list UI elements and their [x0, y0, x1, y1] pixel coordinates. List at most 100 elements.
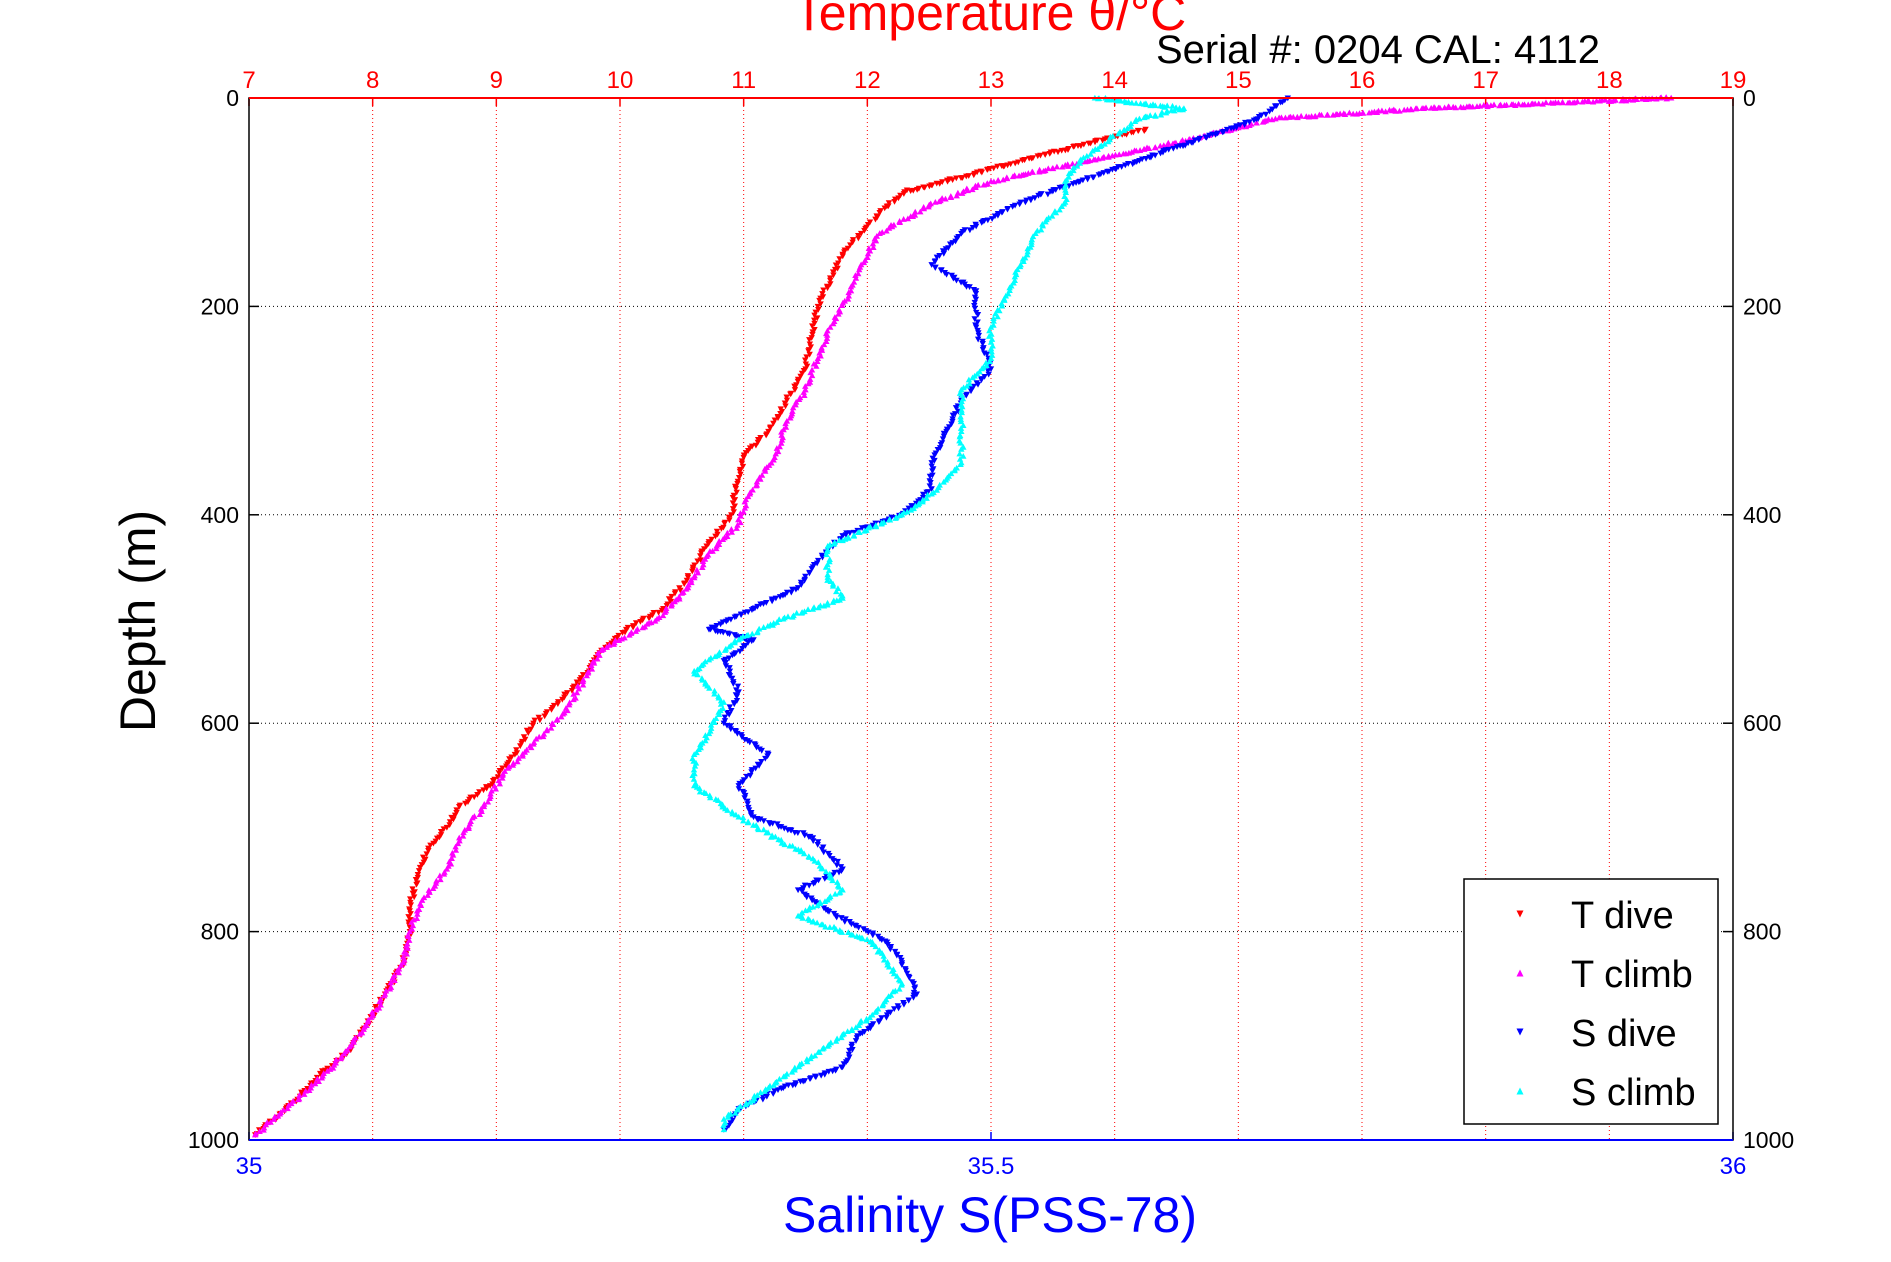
legend-label: S dive — [1571, 1013, 1677, 1055]
s-climb-mark — [1120, 127, 1127, 134]
t-climb-mark — [404, 945, 411, 951]
s-climb-point — [824, 542, 831, 549]
t-dive-mark — [1012, 160, 1019, 167]
s-dive-mark — [939, 436, 947, 443]
s-climb-mark — [753, 629, 761, 636]
s-climb-mark — [1024, 245, 1031, 252]
s-climb-point — [824, 574, 831, 580]
s-dive-mark — [741, 609, 749, 616]
temperature-tick-label: 15 — [1225, 67, 1252, 94]
s-dive-mark — [952, 238, 959, 245]
t-climb-mark — [395, 969, 402, 976]
s-climb-mark — [1107, 133, 1114, 140]
s-dive-mark — [1129, 161, 1136, 168]
s-dive-mark — [746, 739, 753, 746]
s-climb-mark — [957, 413, 964, 420]
t-dive-mark — [494, 774, 502, 781]
s-climb-mark — [844, 1028, 851, 1035]
s-dive-mark — [833, 862, 841, 869]
s-dive-mark — [937, 441, 945, 448]
s-climb-mark — [717, 700, 725, 707]
s-climb-mark — [1073, 162, 1081, 169]
s-dive-mark — [931, 259, 939, 265]
t-climb-mark — [356, 1030, 363, 1037]
t-dive-mark — [729, 506, 737, 512]
s-climb-mark — [804, 1058, 811, 1065]
t-climb-mark — [280, 1106, 287, 1113]
s-climb-mark — [829, 582, 837, 589]
t-climb-mark — [823, 335, 831, 341]
t-dive-mark — [689, 568, 696, 575]
s-dive-mark — [932, 265, 939, 271]
s-dive-mark — [825, 908, 833, 915]
depth-tick-label-right: 400 — [1743, 502, 1781, 528]
t-climb-mark — [528, 744, 535, 751]
s-climb-mark — [720, 1122, 727, 1128]
s-climb-mark — [732, 1109, 739, 1116]
t-climb-point — [480, 803, 488, 810]
s-dive-mark — [855, 924, 862, 931]
depth-tick-label-right: 200 — [1743, 293, 1781, 319]
s-dive-mark — [777, 824, 785, 830]
s-climb-mark — [831, 890, 839, 897]
s-climb-mark — [806, 854, 813, 860]
t-climb-mark — [1059, 163, 1066, 170]
t-climb-mark — [409, 922, 417, 929]
t-climb-mark — [341, 1050, 348, 1057]
t-dive-mark — [855, 235, 862, 242]
t-dive-mark — [464, 799, 472, 805]
t-dive-mark — [536, 717, 544, 724]
s-dive-point — [928, 486, 935, 492]
s-climb-mark — [707, 721, 715, 728]
s-climb-mark — [958, 392, 966, 398]
t-dive-point — [443, 824, 451, 831]
t-dive-mark — [718, 526, 725, 532]
t-climb-mark — [947, 194, 955, 201]
s-dive-mark — [952, 405, 960, 411]
s-dive-mark — [857, 1030, 864, 1037]
t-dive-mark — [541, 713, 548, 720]
s-climb-mark — [986, 358, 993, 365]
t-climb-point — [932, 199, 939, 205]
t-climb-mark — [753, 478, 761, 485]
s-dive-mark — [898, 962, 906, 968]
t-climb-mark — [1324, 111, 1331, 118]
s-dive-mark — [826, 852, 833, 859]
t-dive-mark — [1128, 129, 1135, 136]
temperature-tick-label: 16 — [1349, 67, 1376, 94]
s-dive-mark — [748, 607, 756, 613]
legend: T dive T climb S dive S climb — [1463, 878, 1719, 1125]
s-climb-mark — [702, 790, 710, 797]
s-dive-point — [928, 460, 935, 466]
s-climb-point — [780, 615, 787, 622]
s-dive-mark — [744, 639, 752, 646]
t-climb-mark — [969, 186, 976, 193]
data-marks — [251, 94, 1675, 1138]
t-climb-mark — [573, 689, 581, 696]
t-dive-mark — [405, 914, 412, 920]
s-dive-mark — [778, 1085, 785, 1092]
s-climb-point — [735, 636, 742, 643]
t-climb-mark — [964, 187, 972, 194]
t-climb-mark — [762, 468, 769, 474]
s-dive-mark — [940, 430, 948, 437]
s-climb-mark — [872, 1009, 879, 1015]
s-climb-mark — [958, 406, 965, 413]
t-dive-mark — [774, 415, 782, 422]
t-climb-mark — [260, 1126, 267, 1133]
s-climb-mark — [1056, 206, 1063, 213]
s-climb-mark — [1061, 184, 1068, 190]
s-dive-mark — [835, 869, 843, 876]
temperature-axis-title: Temperature θ/°C — [794, 0, 1186, 41]
s-climb-mark — [838, 929, 846, 935]
t-dive-mark — [712, 533, 719, 540]
t-climb-mark — [1496, 102, 1503, 109]
s-climb-mark — [1152, 102, 1159, 109]
t-climb-mark — [596, 652, 603, 658]
t-dive-mark — [933, 180, 940, 187]
t-climb-mark — [741, 498, 748, 505]
t-dive-mark — [483, 785, 490, 792]
s-climb-mark — [819, 865, 826, 872]
s-climb-mark — [1020, 258, 1027, 264]
t-climb-mark — [532, 735, 540, 742]
